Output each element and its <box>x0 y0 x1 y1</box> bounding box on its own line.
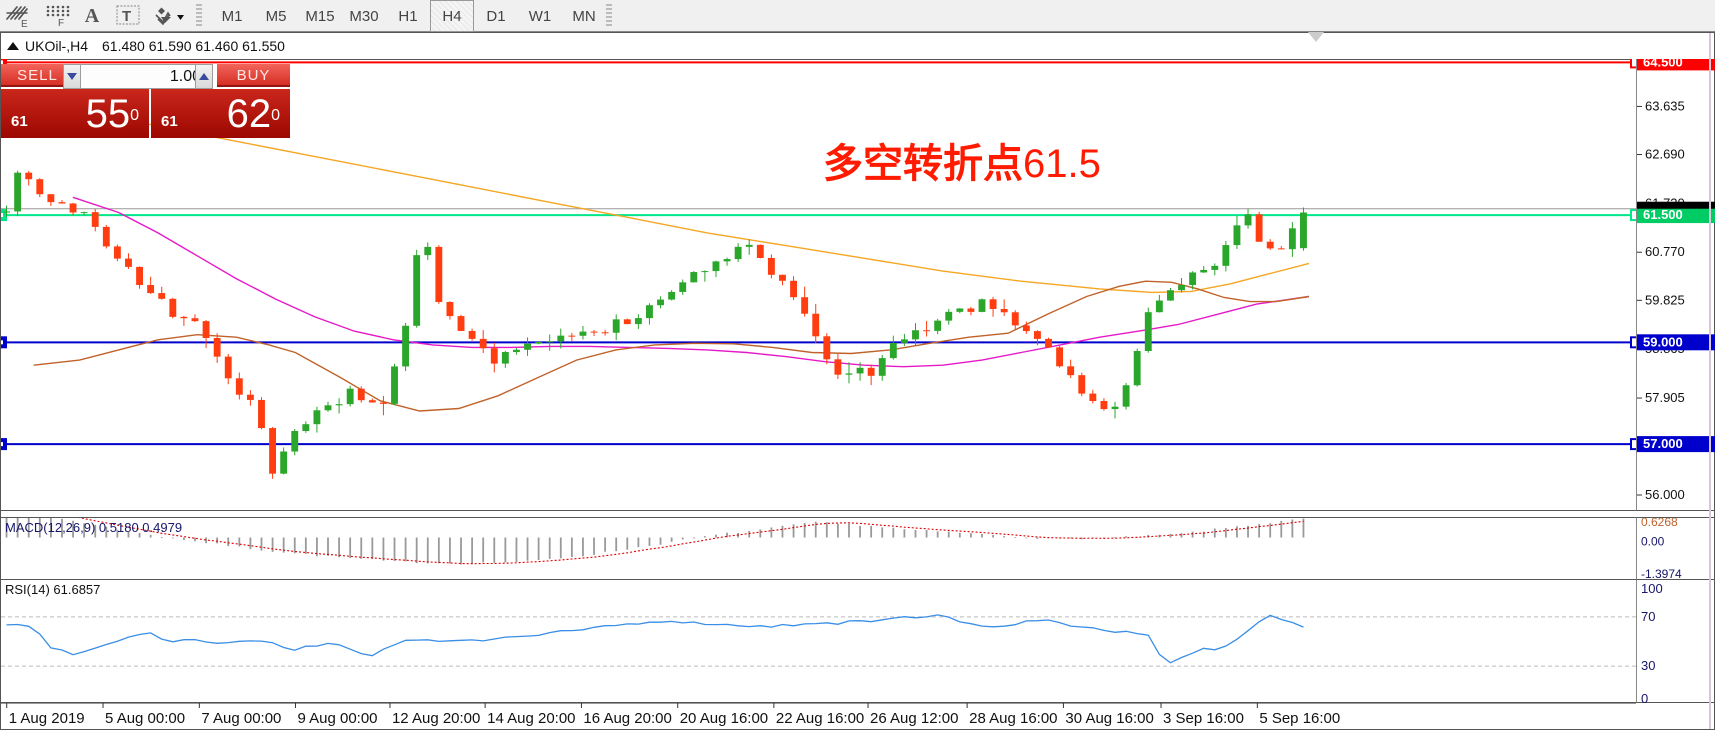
svg-text:30 Aug 16:00: 30 Aug 16:00 <box>1065 710 1153 727</box>
svg-text:59.000: 59.000 <box>1643 334 1683 349</box>
svg-text:59.825: 59.825 <box>1645 292 1685 307</box>
svg-text:F: F <box>58 18 64 27</box>
svg-text:16 Aug 20:00: 16 Aug 20:00 <box>583 710 671 727</box>
svg-text:5 Sep 16:00: 5 Sep 16:00 <box>1259 710 1340 727</box>
svg-text:62.690: 62.690 <box>1645 147 1685 162</box>
svg-text:70: 70 <box>1641 609 1655 624</box>
svg-text:0.00: 0.00 <box>1641 535 1665 549</box>
svg-text:61.500: 61.500 <box>1643 207 1683 222</box>
svg-text:56.000: 56.000 <box>1645 487 1685 502</box>
svg-text:1 Aug 2019: 1 Aug 2019 <box>9 710 85 727</box>
svg-text:57.905: 57.905 <box>1645 390 1685 405</box>
svg-text:5 Aug 00:00: 5 Aug 00:00 <box>105 710 185 727</box>
svg-text:28 Aug 16:00: 28 Aug 16:00 <box>969 710 1057 727</box>
svg-text:30: 30 <box>1641 658 1655 673</box>
svg-text:-1.3974: -1.3974 <box>1641 567 1682 581</box>
svg-text:12 Aug 20:00: 12 Aug 20:00 <box>392 710 480 727</box>
svg-text:0: 0 <box>1641 691 1648 703</box>
svg-text:0.6268: 0.6268 <box>1641 518 1678 529</box>
svg-text:26 Aug 12:00: 26 Aug 12:00 <box>870 710 958 727</box>
svg-text:57.000: 57.000 <box>1643 436 1683 451</box>
svg-text:14 Aug 20:00: 14 Aug 20:00 <box>487 710 575 727</box>
svg-text:64.500: 64.500 <box>1643 59 1683 69</box>
svg-text:60.770: 60.770 <box>1645 244 1685 259</box>
svg-text:20 Aug 16:00: 20 Aug 16:00 <box>680 710 768 727</box>
svg-text:63.635: 63.635 <box>1645 98 1685 113</box>
svg-text:9 Aug 00:00: 9 Aug 00:00 <box>297 710 377 727</box>
svg-text:E: E <box>21 19 28 28</box>
svg-text:7 Aug 00:00: 7 Aug 00:00 <box>201 710 281 727</box>
svg-text:T: T <box>122 8 131 25</box>
svg-text:3 Sep 16:00: 3 Sep 16:00 <box>1163 710 1244 727</box>
svg-text:22 Aug 16:00: 22 Aug 16:00 <box>776 710 864 727</box>
svg-text:100: 100 <box>1641 581 1663 596</box>
